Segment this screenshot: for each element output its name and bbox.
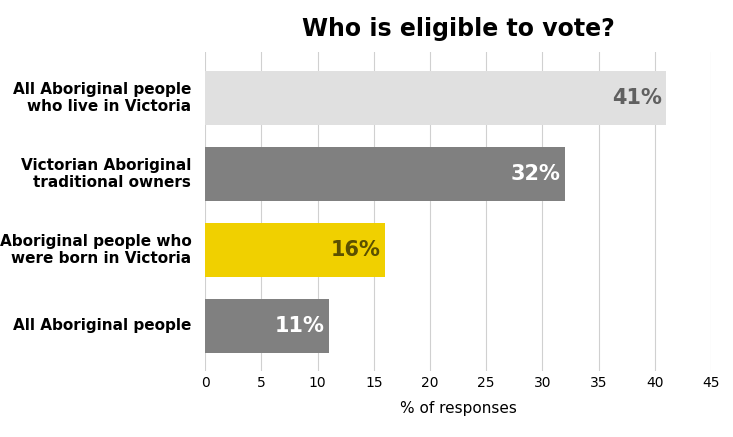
- Text: 32%: 32%: [510, 164, 561, 184]
- Bar: [205, 298, 329, 353]
- Bar: [205, 147, 565, 201]
- Text: 16%: 16%: [331, 240, 380, 260]
- Bar: [205, 71, 666, 125]
- Bar: [205, 222, 385, 277]
- Title: Who is eligible to vote?: Who is eligible to vote?: [302, 17, 614, 41]
- Text: 41%: 41%: [611, 88, 662, 108]
- X-axis label: % of responses: % of responses: [399, 402, 517, 416]
- Text: 11%: 11%: [274, 316, 325, 336]
